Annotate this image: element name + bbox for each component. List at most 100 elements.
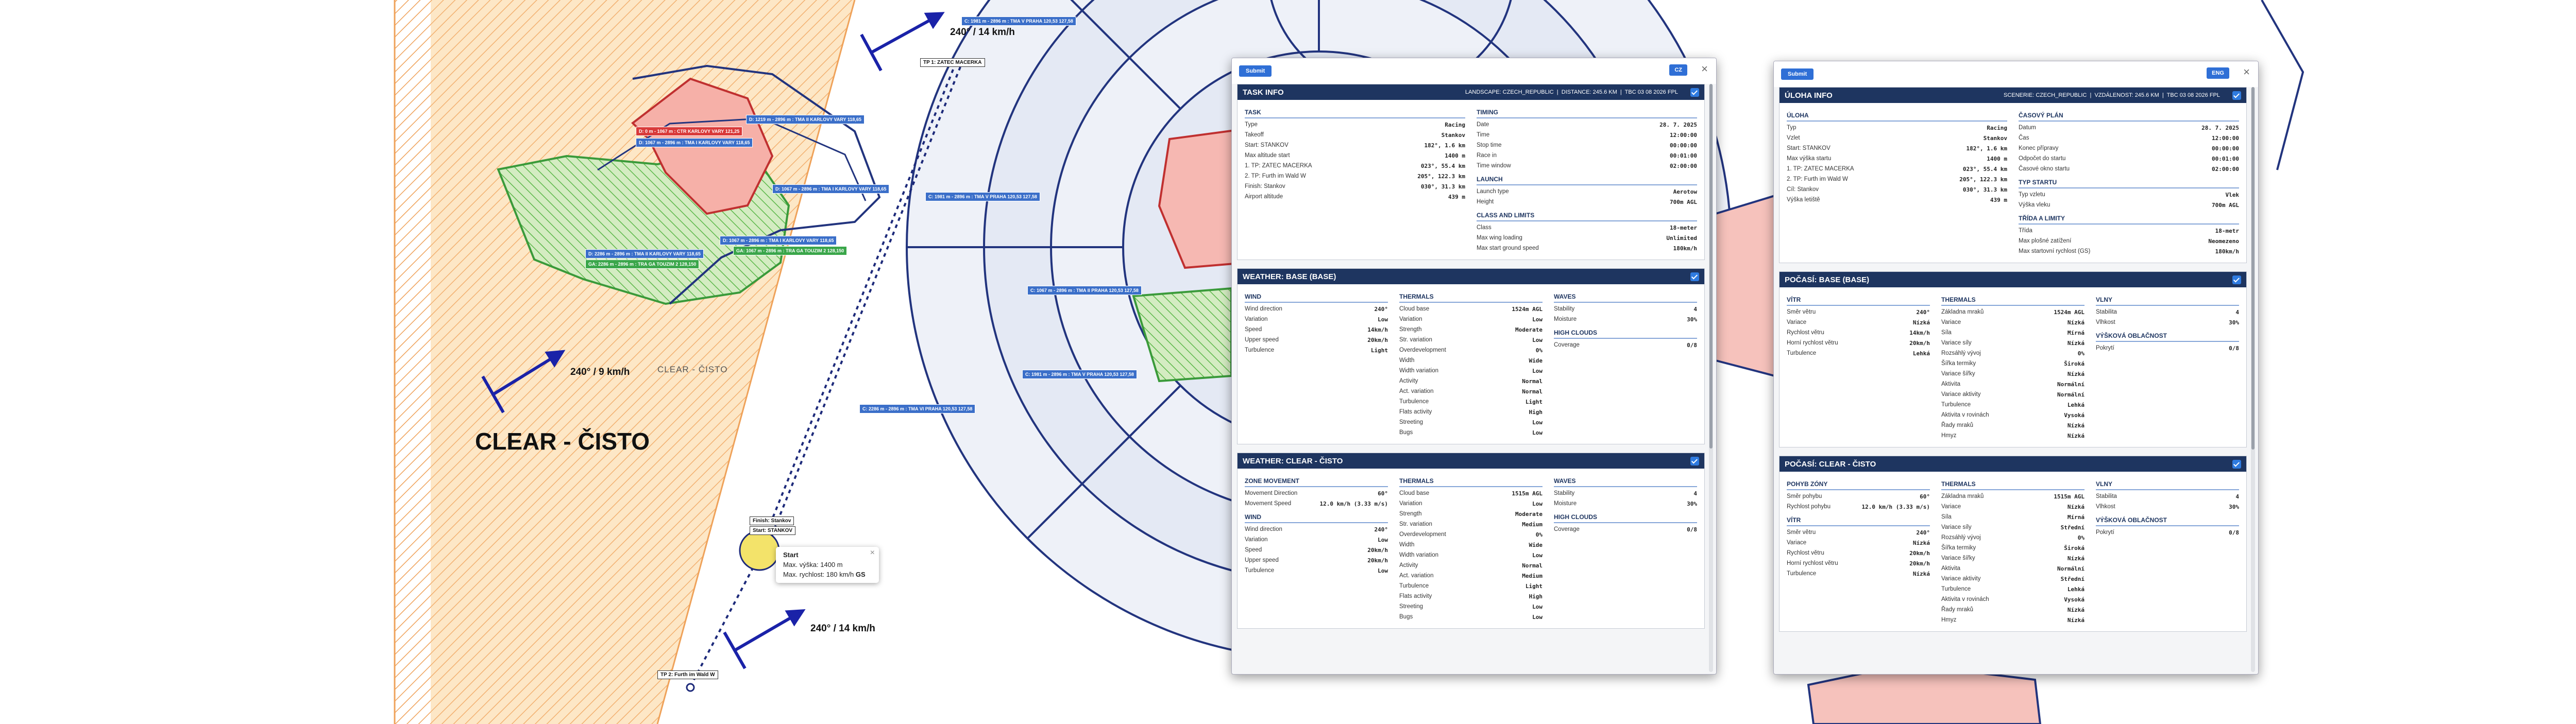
checkbox[interactable]: [1690, 456, 1699, 466]
info-row: Variace Nízká: [1787, 538, 1930, 548]
airspace-label[interactable]: C: 1981 m - 2896 m : TMA V PRAHA 120,53 …: [1022, 370, 1137, 379]
row-value: Mírná: [2067, 329, 2084, 336]
info-row: Základna mraků 1515m AGL: [1941, 491, 2084, 502]
group-heading: WAVES: [1554, 476, 1697, 487]
turnpoint-label[interactable]: TP 2: Furth im Wald W: [657, 670, 718, 679]
airspace-label[interactable]: D: 1067 m - 2896 m : TMA I KARLOVY VARY …: [636, 138, 753, 147]
row-value: Stankov: [1441, 131, 1465, 139]
block-columns: ÚLOHA Typ Racing Vzlet Stankov Start: STANKOV…: [1780, 103, 2246, 263]
block-info: SCENERIE: CZECH_REPUBLIC | VZDÁLENOST: 2…: [2004, 92, 2220, 98]
checkbox[interactable]: [2232, 91, 2241, 100]
close-button[interactable]: ×: [2243, 65, 2250, 78]
row-label: Pokrytí: [2096, 529, 2114, 536]
turnpoint[interactable]: [686, 683, 695, 692]
info-row: Time 12:00:00: [1477, 130, 1697, 140]
checkbox[interactable]: [1690, 88, 1699, 97]
airspace-label[interactable]: D: 1067 m - 2896 m : TMA I KARLOVY VARY …: [772, 184, 890, 194]
submit-button[interactable]: Submit: [1239, 65, 1272, 77]
row-value: Nízká: [2067, 422, 2084, 429]
info-row: Start: STANKOV 182°, 1.6 km: [1787, 143, 2007, 153]
close-button[interactable]: ×: [1701, 62, 1708, 75]
info-row: Stabilita 4: [2096, 491, 2239, 502]
airspace-label[interactable]: C: 2286 m - 2896 m : TMA VI PRAHA 120,53…: [859, 404, 976, 413]
row-value: Unlimited: [1666, 234, 1697, 242]
info-row: Aktivita v rovinách Vysoká: [1941, 410, 2084, 420]
airspace-label[interactable]: GA: 2286 m - 2896 m : TRA GA TOUZIM 2 12…: [585, 260, 700, 269]
info-row: Výška letiště 439 m: [1787, 195, 2007, 205]
airspace-label[interactable]: C: 1981 m - 2896 m : TMA V PRAHA 120,53 …: [961, 16, 1076, 26]
info-row: Vzlet Stankov: [1787, 133, 2007, 143]
airspace-label[interactable]: D: 0 m - 1067 m : CTR KARLOVY VARY 121,2…: [636, 127, 743, 136]
turnpoint-label[interactable]: Start: STANKOV: [750, 526, 796, 535]
row-label: Aktivita v rovinách: [1941, 596, 1989, 602]
info-block: WEATHER: CLEAR - ČISTO ZONE MOVEMENT Movem…: [1237, 453, 1705, 629]
info-row: Bugs Low: [1399, 427, 1543, 438]
airspace-label[interactable]: C: 1981 m - 2896 m : TMA V PRAHA 120,53 …: [925, 192, 1040, 201]
row-value: Low: [1378, 536, 1388, 543]
row-label: Streeting: [1399, 604, 1423, 610]
info-row: Flats activity High: [1399, 407, 1543, 417]
row-label: Stop time: [1477, 142, 1502, 148]
info-row: Vlhkost 30%: [2096, 317, 2239, 327]
group-heading: VLNY: [2096, 295, 2239, 306]
zone-label: CLEAR - ČISTO: [475, 428, 650, 455]
group-heading: WIND: [1245, 291, 1388, 303]
group-heading: THERMALS: [1399, 476, 1543, 487]
airspace-label[interactable]: D: 1219 m - 2896 m : TMA II KARLOVY VARY…: [746, 115, 865, 124]
row-value: Nízká: [2067, 555, 2084, 562]
submit-button[interactable]: Submit: [1781, 68, 1814, 80]
info-row: Stabilita 4: [2096, 307, 2239, 317]
start-cylinder[interactable]: [739, 530, 780, 571]
column: VLNY Stabilita 4 Vlhkost 30% VÝŠKOVÁ OBLAČNOS…: [2096, 291, 2239, 441]
wind-label: 240° / 9 km/h: [570, 367, 630, 377]
row-label: Vzlet: [1787, 135, 1800, 141]
row-value: 182°, 1.6 km: [1966, 145, 2007, 152]
wind-label: 240° / 14 km/h: [950, 27, 1015, 38]
language-button[interactable]: ENG: [2207, 67, 2229, 79]
row-value: Nízká: [1912, 570, 1930, 577]
turnpoint-label[interactable]: Finish: Stankov: [750, 516, 794, 525]
column: TIMING Date 28. 7. 2025 Time 12:00:00 Stop ti…: [1477, 104, 1697, 253]
row-value: Nízká: [2067, 606, 2084, 613]
row-value: 00:00:00: [2212, 145, 2239, 152]
info-row: Movement Direction 60°: [1245, 488, 1388, 498]
info-row: Vlhkost 30%: [2096, 502, 2239, 512]
row-label: Max startovní rychlost (GS): [2019, 248, 2091, 254]
info-row: Start: STANKOV 182°, 1.6 km: [1245, 140, 1465, 150]
row-label: Flats activity: [1399, 593, 1432, 599]
language-button[interactable]: CZ: [1669, 64, 1687, 76]
checkbox[interactable]: [1690, 272, 1699, 281]
row-label: Start: STANKOV: [1787, 145, 1831, 151]
scrollbar[interactable]: [2251, 87, 2255, 672]
row-label: Strength: [1399, 511, 1422, 517]
popup-speed-ref: GS: [855, 571, 866, 578]
row-label: Act. variation: [1399, 573, 1434, 579]
airspace-label[interactable]: D: 1067 m - 2896 m : TMA I KARLOVY VARY …: [720, 236, 837, 245]
airspace-label[interactable]: C: 1067 m - 2896 m : TMA II PRAHA 120,53…: [1027, 286, 1142, 295]
airspace-label[interactable]: D: 2286 m - 2896 m : TMA II KARLOVY VARY…: [585, 249, 704, 258]
info-row: Směr větru 240°: [1787, 527, 1930, 538]
column: TASK Type Racing Takeoff Stankov Start: STANK…: [1245, 104, 1465, 253]
wind-arrow: [481, 12, 945, 669]
panel-toolbar: Submit ENG ×: [1774, 61, 2258, 87]
popup-close[interactable]: ×: [870, 548, 875, 557]
group-heading: TIMING: [1477, 107, 1697, 118]
row-value: 20km/h: [1367, 546, 1388, 554]
row-label: Variace aktivity: [1941, 576, 1981, 582]
row-label: Pokrytí: [2096, 345, 2114, 351]
scrollbar[interactable]: [1709, 84, 1713, 672]
row-value: Neomezeno: [2208, 237, 2239, 245]
group-heading: WAVES: [1554, 291, 1697, 303]
info-row: Flats activity High: [1399, 591, 1543, 601]
row-value: 1400 m: [1987, 155, 2007, 162]
block-header: ÚLOHA INFO SCENERIE: CZECH_REPUBLIC | VZD…: [1780, 88, 2246, 103]
row-value: 700m AGL: [2212, 201, 2239, 209]
turnpoint-label[interactable]: TP 1: ZATEC MACERKA: [920, 58, 985, 67]
row-label: 1. TP: ZATEC MACERKA: [1787, 166, 1854, 172]
row-value: 30%: [1687, 500, 1697, 507]
checkbox[interactable]: [2232, 459, 2241, 469]
airspace-label[interactable]: GA: 1067 m - 2896 m : TRA GA TOUZIM 2 12…: [733, 246, 848, 255]
checkbox[interactable]: [2232, 275, 2241, 284]
row-label: Race in: [1477, 152, 1497, 159]
row-label: Variace šířky: [1941, 371, 1975, 377]
